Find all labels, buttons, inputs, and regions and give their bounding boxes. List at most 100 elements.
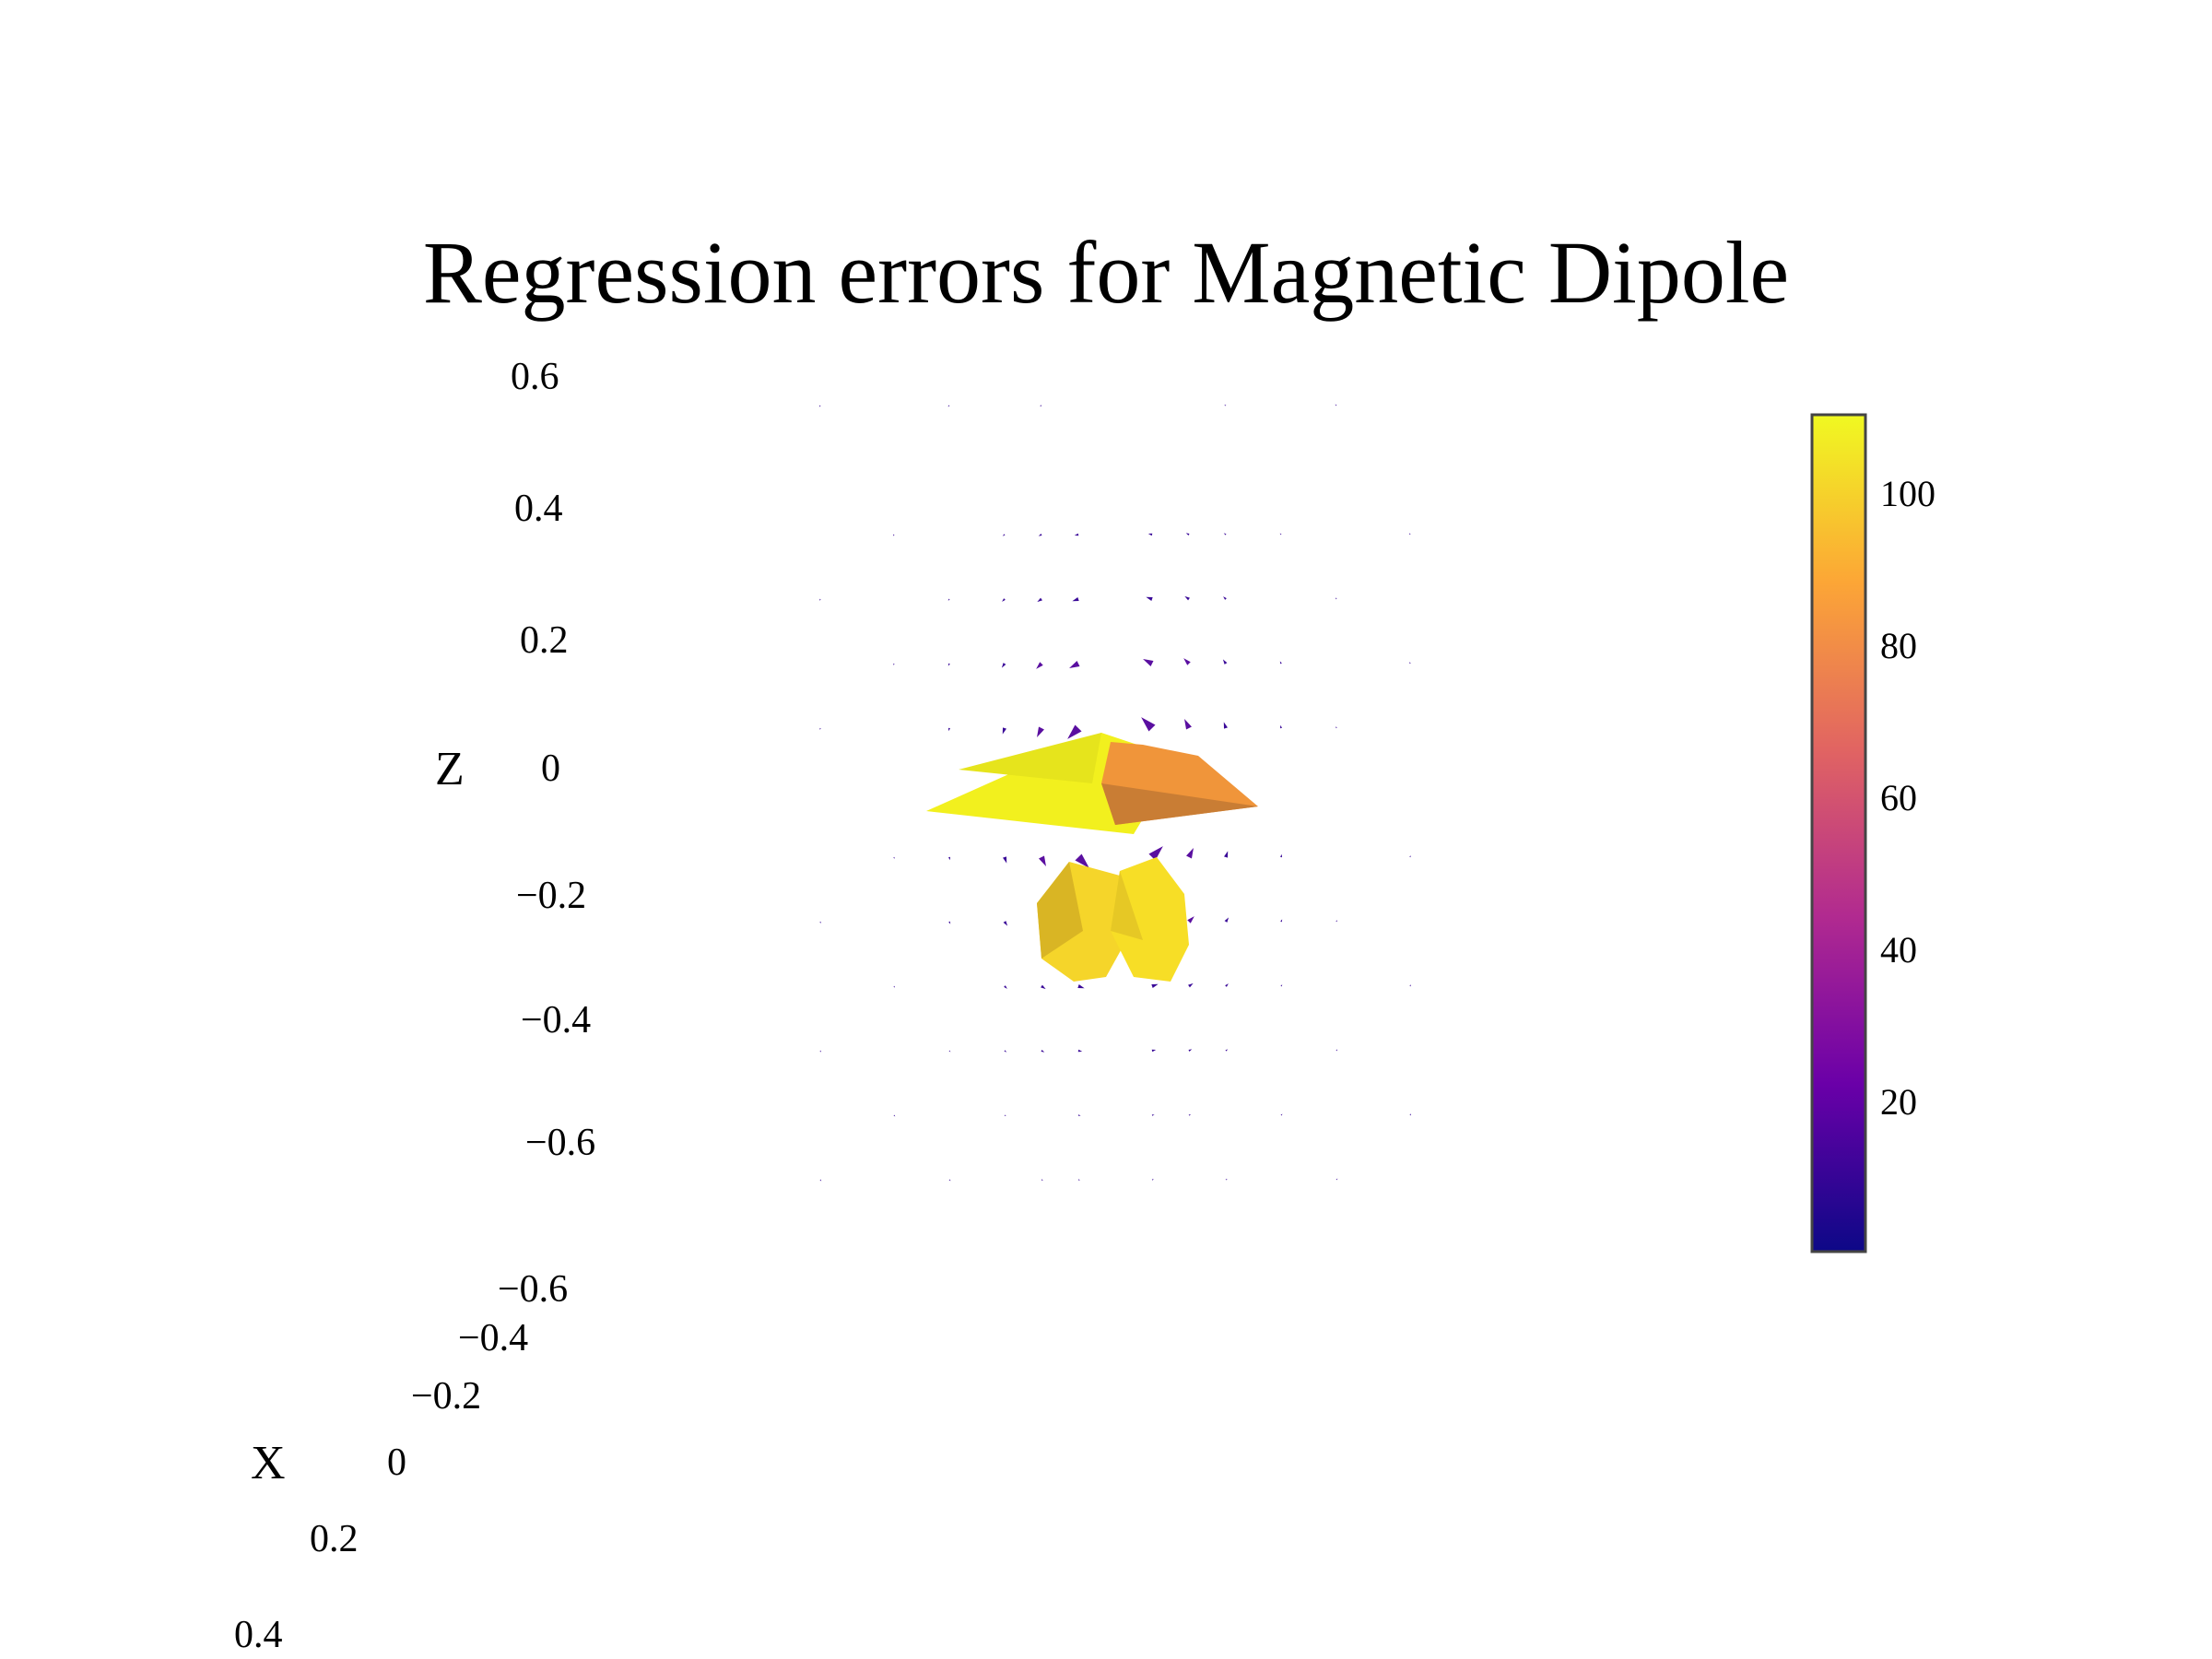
small-cone	[819, 1050, 821, 1053]
small-cone	[1003, 921, 1008, 926]
small-cone	[893, 985, 895, 988]
small-cone	[1225, 1179, 1228, 1181]
small-cone	[1002, 534, 1006, 536]
small-cone	[947, 598, 950, 601]
small-cone	[818, 405, 821, 407]
small-cone	[947, 663, 950, 666]
z-tick-4: −0.2	[516, 875, 587, 917]
small-cone	[819, 598, 821, 601]
small-cone	[1037, 726, 1044, 737]
small-cone	[1038, 534, 1042, 536]
x-tick-1: −0.4	[458, 1317, 529, 1359]
major-cone-3	[1111, 857, 1189, 982]
small-cone	[1037, 597, 1042, 603]
x-tick-0: −0.6	[498, 1268, 569, 1311]
small-cone	[948, 1179, 951, 1182]
small-cone	[1146, 596, 1153, 601]
small-cone	[1280, 984, 1283, 987]
small-cone	[1409, 662, 1411, 665]
small-cone	[1223, 533, 1227, 535]
major-cone-face	[1037, 862, 1083, 959]
small-cone	[1280, 724, 1282, 729]
small-cone	[1004, 985, 1007, 989]
major-cone-face	[1101, 783, 1258, 825]
major-cone-face	[1111, 871, 1143, 940]
small-cone	[1039, 855, 1046, 866]
small-cone	[1148, 846, 1163, 861]
small-cone	[1335, 1049, 1338, 1052]
small-cone	[1335, 726, 1337, 729]
small-cone	[1184, 719, 1192, 730]
small-cone	[1072, 597, 1079, 602]
small-cone	[819, 1179, 822, 1182]
small-cone	[1183, 658, 1191, 665]
small-cone	[1187, 916, 1194, 924]
small-cone	[1004, 1050, 1007, 1053]
small-cone	[1151, 983, 1159, 988]
colorbar-tick-100: 100	[1880, 473, 1936, 514]
small-cone	[1223, 722, 1228, 729]
small-cone	[1143, 659, 1154, 666]
small-cone	[947, 405, 950, 407]
small-cone	[1280, 1113, 1283, 1116]
colorbar-tick-80: 80	[1880, 625, 1917, 666]
major-cone-face	[1111, 857, 1189, 982]
small-cone	[1335, 1178, 1338, 1181]
small-cone	[948, 727, 950, 732]
small-cone	[1409, 855, 1411, 858]
major-cone-face	[959, 733, 1101, 783]
small-cone	[893, 856, 895, 859]
small-cone	[1222, 659, 1228, 665]
major-cone-0	[926, 733, 1147, 834]
small-cone	[1279, 661, 1282, 665]
small-cone	[1409, 1113, 1412, 1116]
small-cone	[1041, 1179, 1043, 1181]
small-cone	[948, 1050, 951, 1053]
small-cone	[1224, 851, 1229, 858]
small-cone	[1280, 919, 1283, 923]
small-cone	[1184, 595, 1190, 601]
small-cone	[1077, 1114, 1081, 1116]
small-cone	[1335, 920, 1337, 923]
small-cone	[1188, 1114, 1192, 1116]
small-cone	[1002, 727, 1006, 735]
small-cone	[893, 663, 895, 665]
small-cone	[1074, 533, 1079, 536]
small-cone	[1335, 404, 1337, 406]
small-cone	[1077, 1049, 1083, 1053]
small-cone	[1151, 1179, 1154, 1181]
small-cones-layer	[818, 404, 1412, 1182]
small-cone	[1188, 1049, 1193, 1052]
small-cone	[1077, 984, 1085, 989]
small-cone	[1002, 598, 1006, 602]
small-cone	[1004, 1114, 1006, 1117]
z-tick-6: −0.6	[525, 1122, 596, 1164]
z-tick-3: 0	[541, 747, 560, 790]
x-tick-4: 0.2	[310, 1518, 359, 1560]
small-cone	[819, 727, 821, 730]
small-cone	[1075, 853, 1089, 868]
small-cone	[1185, 533, 1190, 535]
small-cone	[819, 921, 821, 924]
small-cone	[1188, 982, 1194, 988]
small-cone	[1279, 533, 1282, 535]
colorbar	[1810, 413, 1867, 1253]
small-cone	[1077, 1179, 1080, 1181]
z-tick-5: −0.4	[521, 999, 592, 1041]
small-cone	[1224, 917, 1230, 923]
small-cone	[1225, 1049, 1229, 1052]
x-axis-title: X	[251, 1437, 286, 1489]
small-cone	[892, 534, 895, 536]
small-cone	[1151, 1114, 1155, 1116]
small-cone	[1409, 984, 1411, 987]
x-tick-2: −0.2	[411, 1375, 482, 1418]
colorbar-tick-20: 20	[1880, 1081, 1917, 1123]
small-cone	[1041, 1050, 1045, 1053]
small-cone	[1003, 856, 1007, 864]
small-cone	[948, 921, 951, 924]
small-cone	[1001, 663, 1006, 668]
small-cone	[1409, 533, 1411, 535]
colorbar-tick-40: 40	[1880, 929, 1917, 971]
z-tick-2: 0.2	[520, 619, 569, 662]
